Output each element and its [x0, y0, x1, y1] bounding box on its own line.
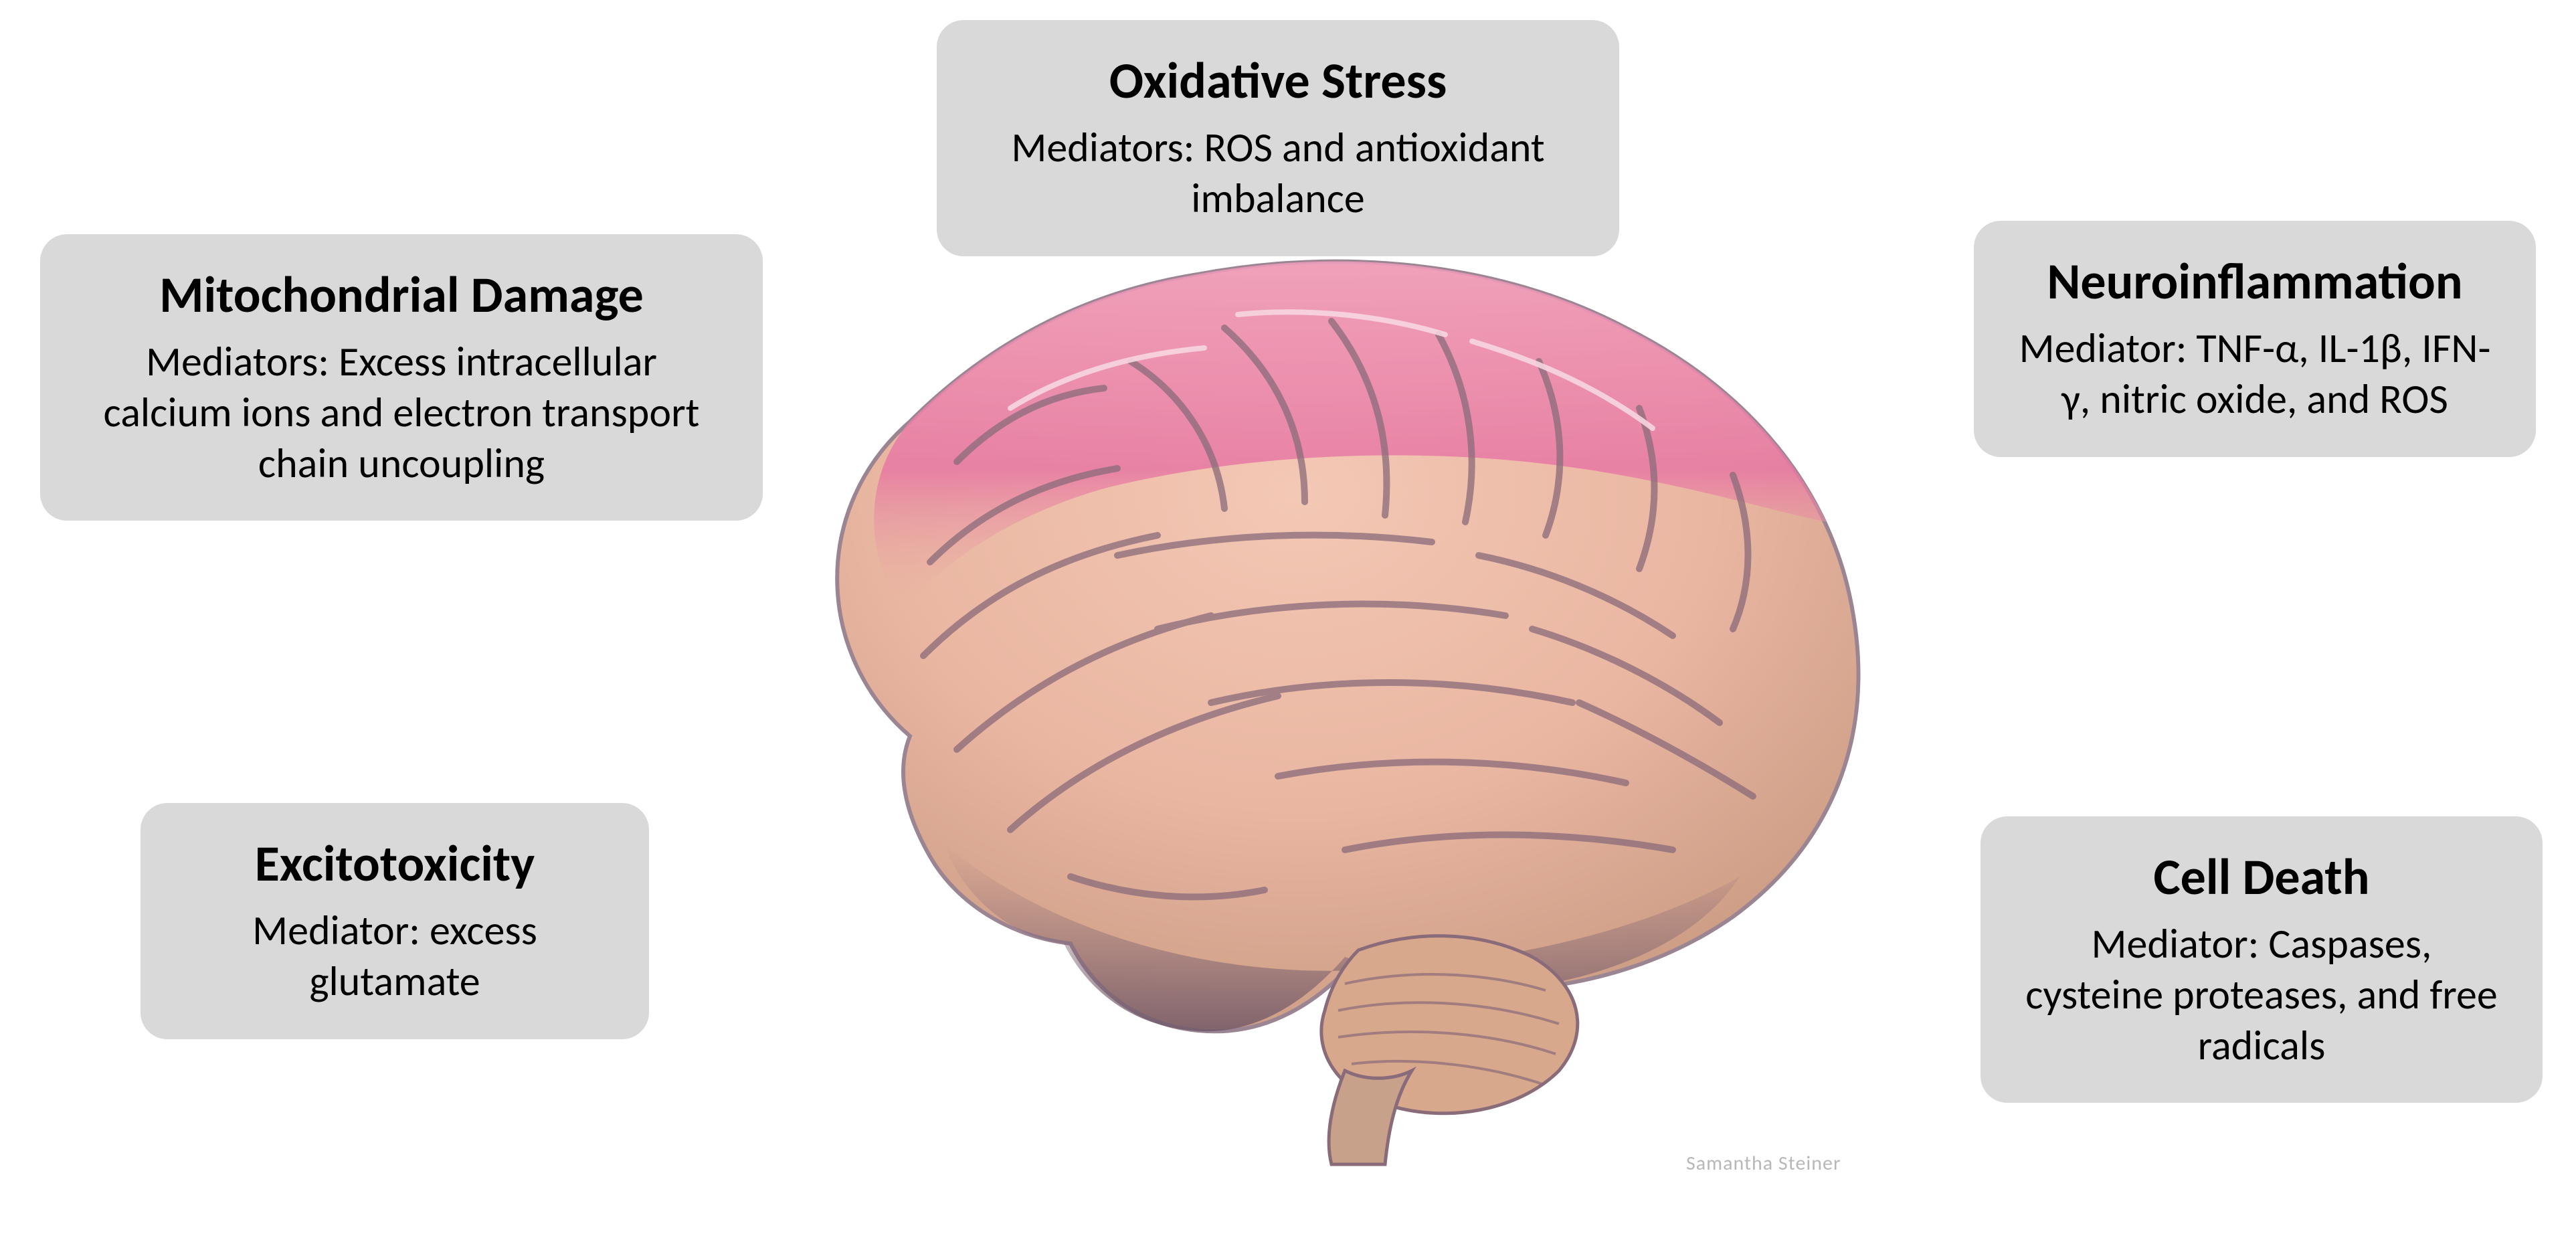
box-body: Mediators: ROS and antioxidant imbalance [974, 122, 1582, 223]
brain-illustration [756, 221, 1907, 1171]
box-title: Cell Death [2018, 848, 2505, 907]
box-body: Mediators: Excess intracellular calcium … [78, 337, 725, 488]
box-neuroinflammation: Neuroinflammation Mediator: TNF-α, IL-1β… [1974, 221, 2536, 457]
box-body: Mediator: Caspases, cysteine proteases, … [2018, 919, 2505, 1071]
box-body: Mediator: TNF-α, IL-1β, IFN-γ, nitric ox… [2011, 323, 2498, 424]
box-oxidative-stress: Oxidative Stress Mediators: ROS and anti… [937, 20, 1619, 256]
box-title: Neuroinflammation [2011, 253, 2498, 311]
box-title: Excitotoxicity [178, 835, 612, 893]
figure-canvas: Oxidative Stress Mediators: ROS and anti… [0, 0, 2576, 1252]
box-cell-death: Cell Death Mediator: Caspases, cysteine … [1981, 816, 2543, 1103]
box-body: Mediator: excess glutamate [178, 905, 612, 1006]
box-title: Oxidative Stress [974, 52, 1582, 110]
box-mitochondrial-damage: Mitochondrial Damage Mediators: Excess i… [40, 234, 763, 521]
artist-credit: Samantha Steiner [1686, 1151, 1841, 1176]
box-title: Mitochondrial Damage [78, 266, 725, 325]
box-excitotoxicity: Excitotoxicity Mediator: excess glutamat… [141, 803, 649, 1039]
